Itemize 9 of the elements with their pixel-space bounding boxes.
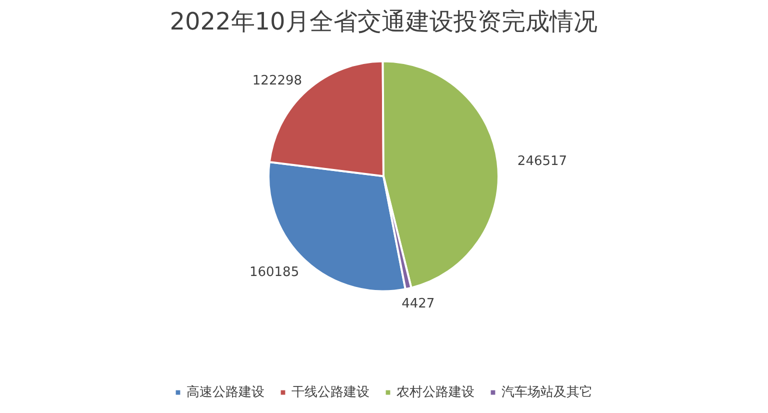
data-label: 122298	[252, 74, 302, 89]
data-label: 246517	[517, 154, 568, 170]
chart-title: 2022年10月全省交通建设投资完成情况	[170, 8, 598, 36]
data-label: 4427	[402, 296, 435, 312]
data-label: 160185	[249, 264, 300, 280]
legend-label: 干线公路建设	[292, 384, 370, 401]
legend-label: 汽车场站及其它	[502, 384, 592, 401]
legend-label: 高速公路建设	[186, 384, 264, 401]
legend-label: 农村公路建设	[396, 384, 474, 401]
